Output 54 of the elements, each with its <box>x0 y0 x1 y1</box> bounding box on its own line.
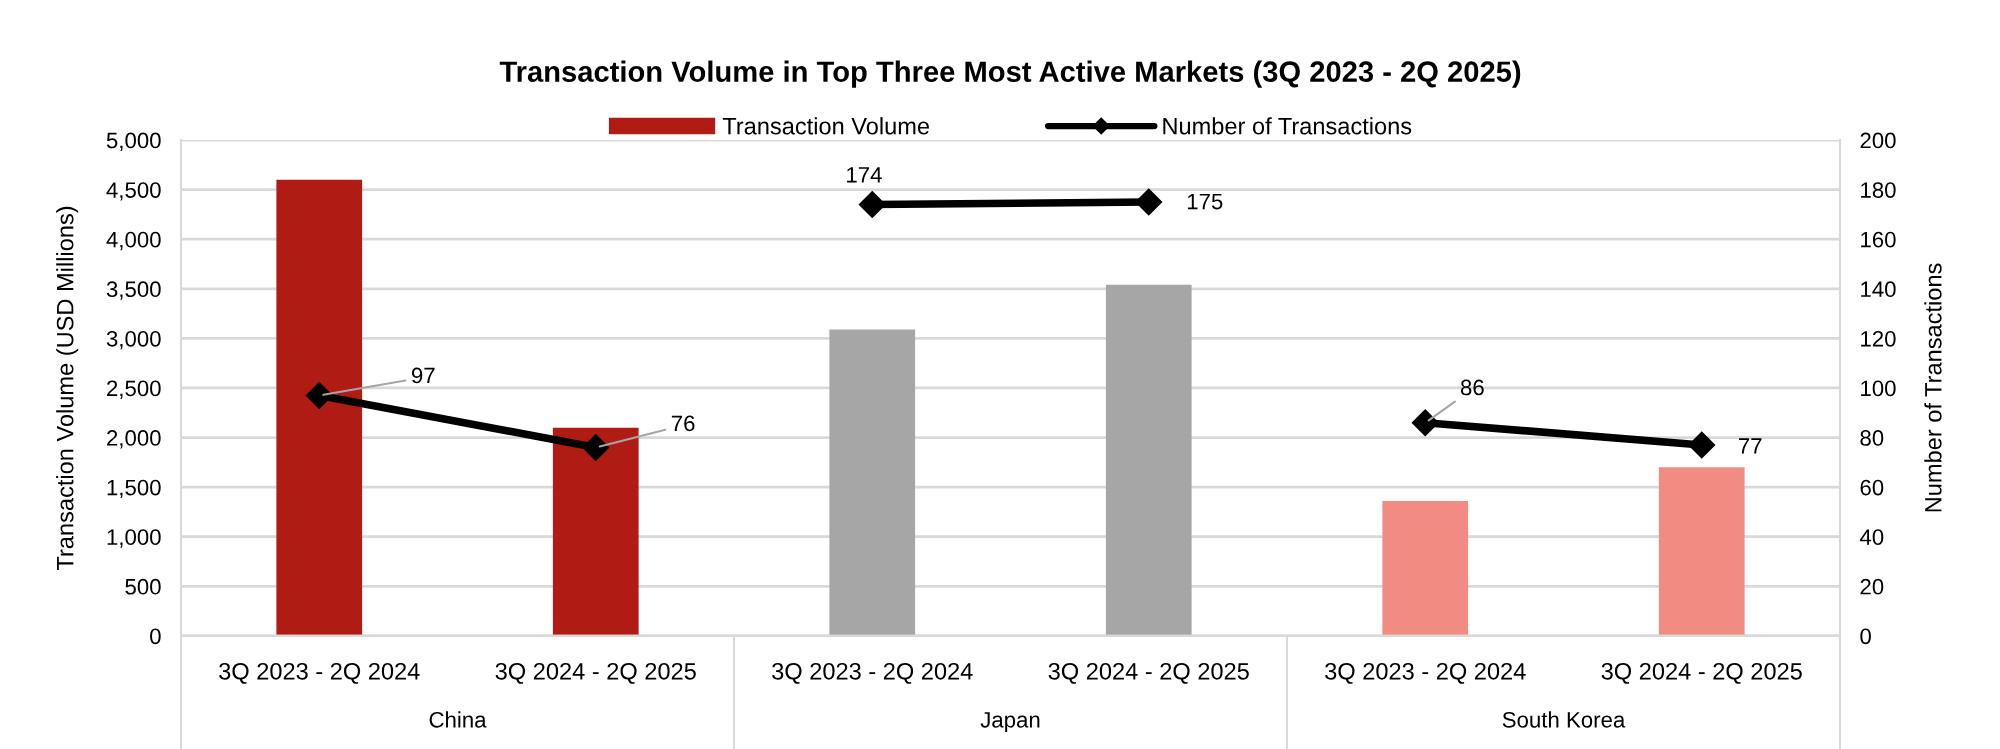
bar <box>276 179 363 636</box>
x-tick-label: 3Q 2024 - 2Q 2025 <box>1601 662 1802 684</box>
y-tick-label: 3,500 <box>106 281 161 300</box>
point <box>582 434 610 461</box>
y-tick-label: 4,000 <box>106 231 161 251</box>
y-tick-label: 1,500 <box>107 479 161 499</box>
y2-tick-label: 120 <box>1861 330 1896 347</box>
x-tick-label: 3Q 2024 - 2Q 2025 <box>495 662 696 684</box>
y2-tick-label: 140 <box>1861 281 1896 298</box>
text: South Korea <box>1502 711 1626 728</box>
x-tick-label: 3Q 2024 - 2Q 2025 <box>1048 662 1249 684</box>
y2-tick-label: 180 <box>1861 182 1896 198</box>
point <box>1135 188 1163 216</box>
text: China <box>429 711 487 728</box>
data-label: 86 <box>1460 379 1484 396</box>
y2-axis-title: Number of Transactions <box>1924 263 1942 512</box>
y2-tick-label: 20 <box>1860 578 1884 595</box>
y-tick-label: 500 <box>125 578 161 595</box>
legend-label: Transaction Volume <box>722 117 930 135</box>
x-tick-label: 3Q 2023 - 2Q 2024 <box>772 662 973 684</box>
y2-tick-label: 100 <box>1861 380 1896 397</box>
bar <box>829 329 916 636</box>
bar <box>1658 467 1745 636</box>
y2-tick-label: 160 <box>1861 231 1896 248</box>
x-tick-label: 3Q 2023 - 2Q 2024 <box>219 662 420 684</box>
y2-tick-label: 80 <box>1860 430 1884 446</box>
data-label: 174 <box>847 167 882 183</box>
chart-title: Transaction Volume in Top Three Most Active Markets (3Q 2023 - 2Q 2025) <box>499 60 1521 88</box>
y-tick-label: 2,500 <box>107 380 161 399</box>
data-label: 97 <box>411 367 435 384</box>
y-tick-label: 3,000 <box>106 330 161 350</box>
y-tick-label: 5,000 <box>106 132 161 151</box>
data-label: 76 <box>671 415 695 432</box>
data-label: 77 <box>1739 438 1762 454</box>
point <box>1688 431 1716 459</box>
y2-tick-label: 60 <box>1860 479 1884 496</box>
y-tick-label: 0 <box>150 628 161 645</box>
point <box>305 381 333 409</box>
y-tick-label: 2,000 <box>107 430 161 449</box>
bar <box>1105 284 1192 636</box>
y-tick-label: 4,500 <box>106 182 161 201</box>
legend-label: Number of Transactions <box>1163 117 1412 135</box>
x-tick-label: 3Q 2023 - 2Q 2024 <box>1325 662 1526 684</box>
y2-tick-label: 40 <box>1859 529 1884 545</box>
point <box>858 191 886 218</box>
y-axis-title: Transaction Volume (USD Millions) <box>56 206 79 571</box>
y-tick-label: 1,000 <box>107 529 161 548</box>
y2-tick-label: 200 <box>1860 132 1896 149</box>
y2-tick-label: 0 <box>1860 628 1871 645</box>
data-label: 175 <box>1187 193 1223 210</box>
bar <box>552 427 639 636</box>
point <box>1411 409 1439 437</box>
text: Japan <box>980 712 1040 733</box>
bar <box>1382 501 1469 636</box>
